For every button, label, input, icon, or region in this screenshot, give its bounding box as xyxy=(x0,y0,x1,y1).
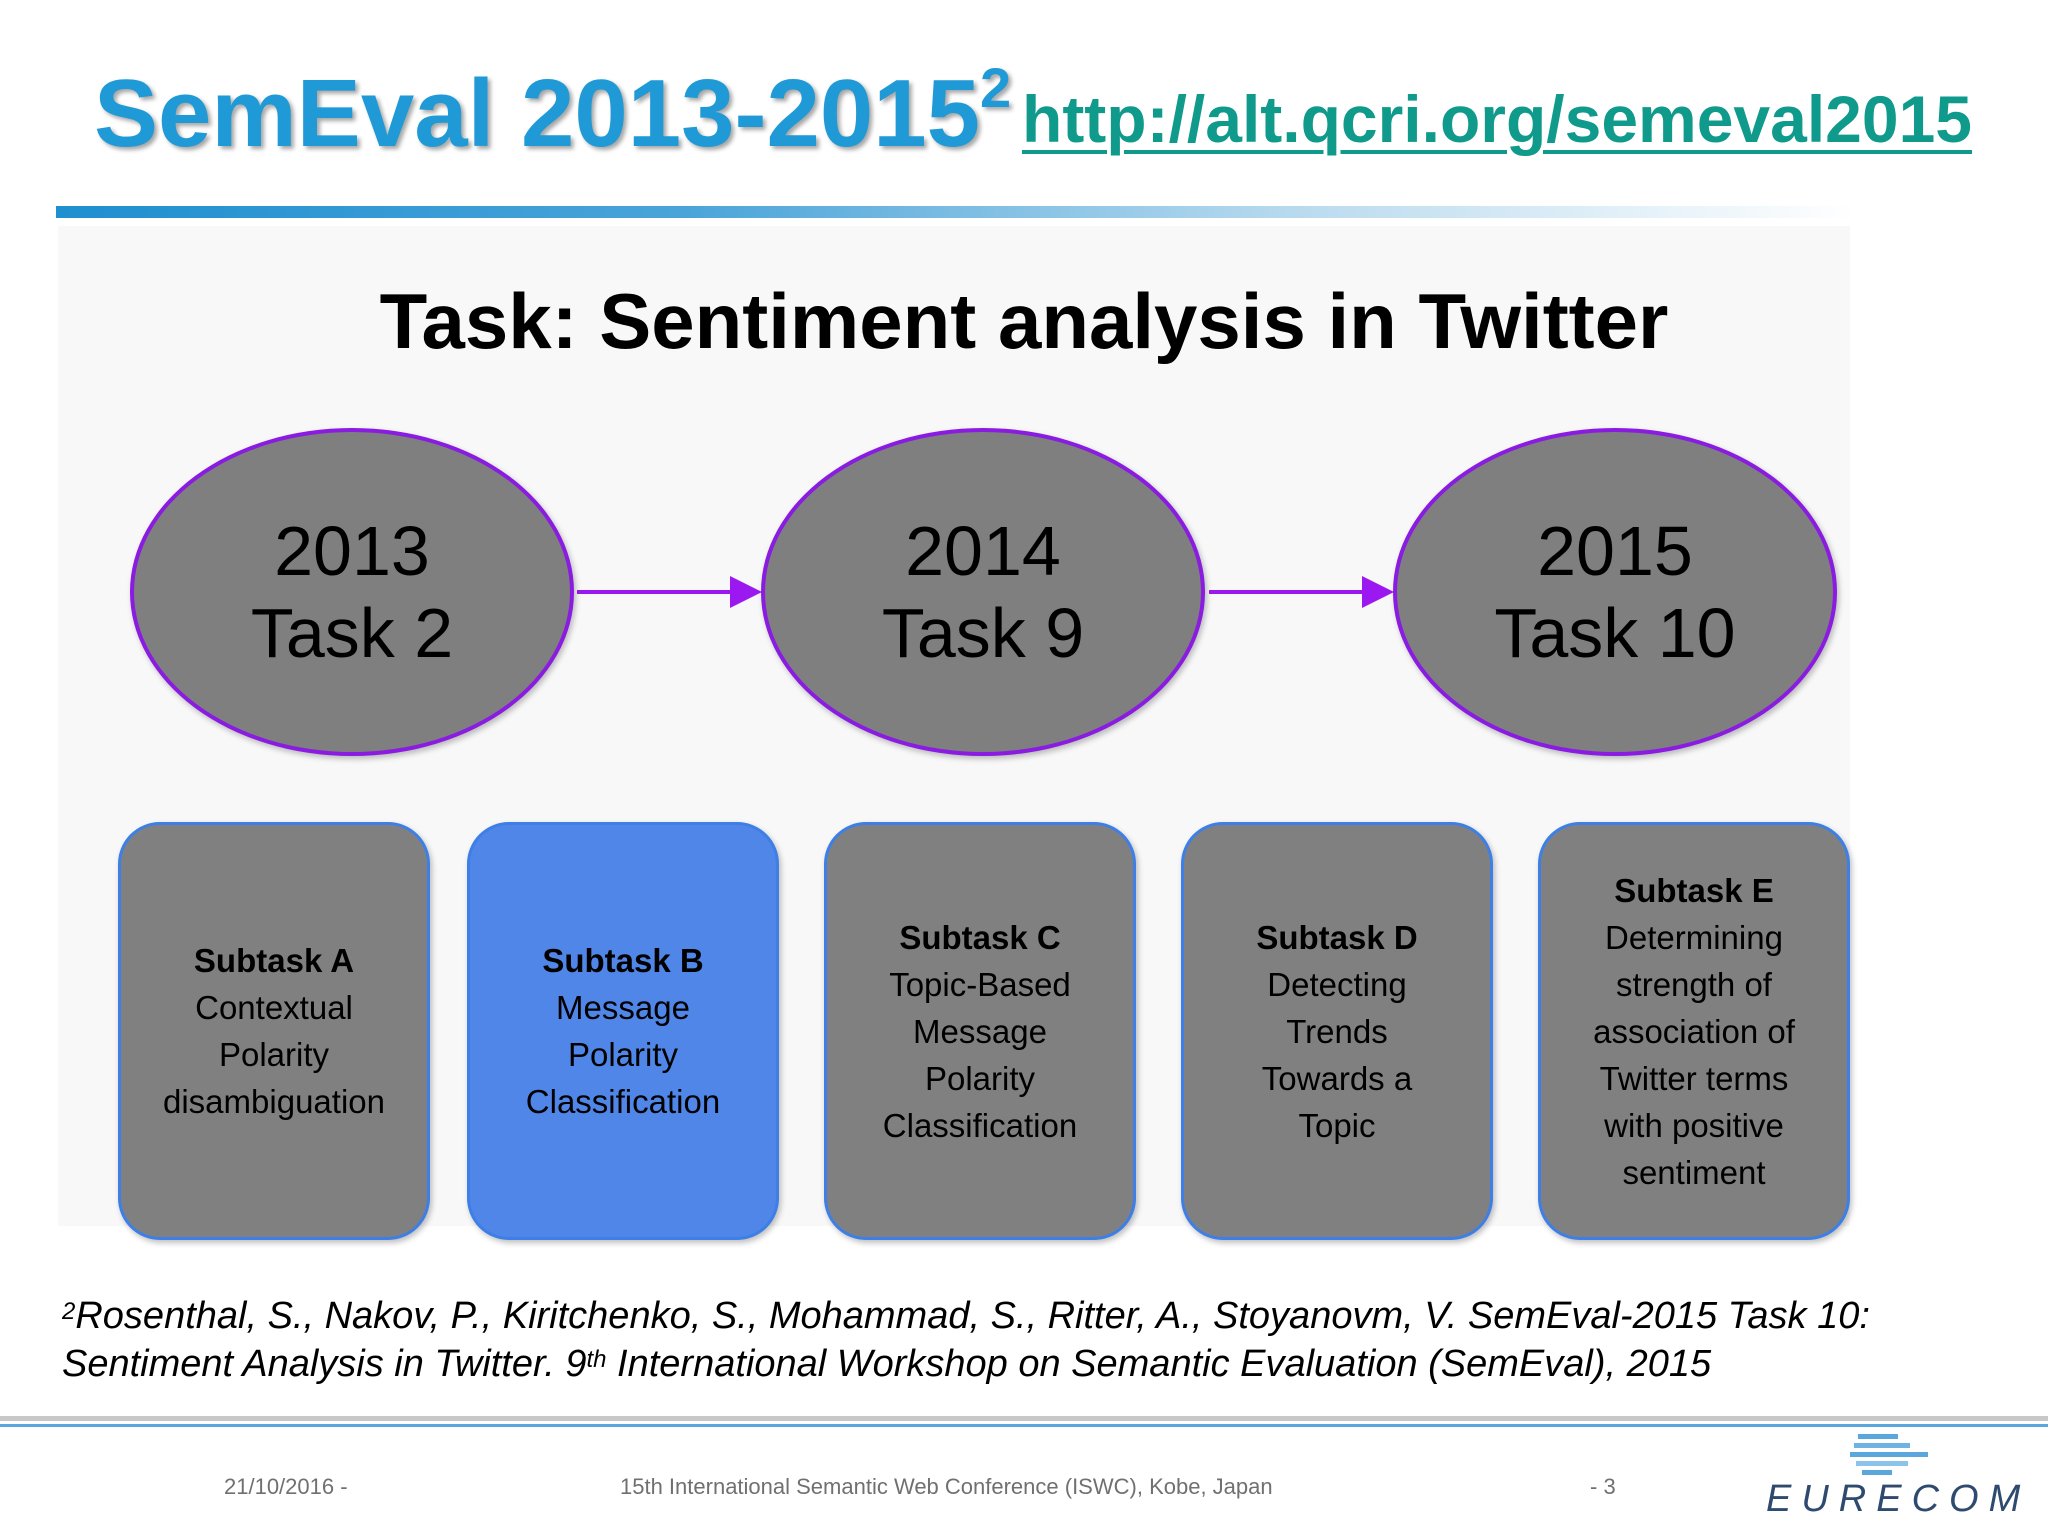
stage-oval-2014: 2014 Task 9 xyxy=(761,428,1205,756)
subtask-line: with positive xyxy=(1604,1106,1784,1144)
subtask-line: Polarity xyxy=(924,1059,1036,1097)
footer-conference: 15th International Semantic Web Conferen… xyxy=(620,1474,1273,1499)
footer-divider xyxy=(0,1416,2048,1421)
subtask-line: Topic xyxy=(1298,1106,1376,1144)
title-underline-rule xyxy=(56,206,1856,218)
subtask-box-a: Subtask A Contextual Polarity disambigua… xyxy=(118,822,430,1240)
subtask-title: Subtask A xyxy=(193,942,355,979)
subtask-line: Classification xyxy=(882,1106,1078,1144)
ordinal-suffix: th xyxy=(586,1346,607,1373)
slide-title: SemEval 2013-20152 xyxy=(94,60,1011,162)
stage-year: 2013 xyxy=(274,512,430,590)
footer-date: 21/10/2016 - xyxy=(224,1474,348,1499)
subtask-line: Contextual xyxy=(195,989,353,1026)
semeval-link[interactable]: http://alt.qcri.org/semeval2015 xyxy=(1022,82,1973,156)
footer-accent-line xyxy=(0,1424,2048,1427)
subtask-line: Message xyxy=(913,1012,1047,1050)
subtask-line: Detecting xyxy=(1267,965,1407,1003)
subtask-title: Subtask B xyxy=(542,942,704,979)
subtask-title: Subtask D xyxy=(1256,918,1418,956)
subtask-line: Determining xyxy=(1605,918,1783,956)
logo-wordmark: EURECOM xyxy=(1766,1478,2031,1520)
subtask-line: Twitter terms xyxy=(1599,1059,1789,1097)
footnote-marker: 2 xyxy=(62,1298,76,1325)
subtask-line: Topic-Based xyxy=(889,965,1071,1003)
citation-footnote: 2Rosenthal, S., Nakov, P., Kiritchenko, … xyxy=(62,1292,2002,1388)
slide-heading: Task: Sentiment analysis in Twitter xyxy=(379,277,1669,365)
subtask-box-c: Subtask C Topic-Based Message Polarity C… xyxy=(824,822,1136,1240)
title-footnote-marker: 2 xyxy=(980,56,1012,119)
stage-task: Task 10 xyxy=(1494,594,1736,672)
subtask-title: Subtask E xyxy=(1614,871,1774,909)
footnote-line-2: Sentiment Analysis in Twitter. 9th Inter… xyxy=(62,1340,2002,1388)
subtask-line: Polarity xyxy=(567,1036,679,1073)
subtask-line: Classification xyxy=(525,1083,721,1120)
stage-task: Task 2 xyxy=(250,594,454,672)
footnote-text: Rosenthal, S., Nakov, P., Kiritchenko, S… xyxy=(75,1295,1870,1337)
footnote-line-1: 2Rosenthal, S., Nakov, P., Kiritchenko, … xyxy=(62,1292,2002,1340)
stage-task: Task 9 xyxy=(881,594,1085,672)
subtask-box-d: Subtask D Detecting Trends Towards a Top… xyxy=(1181,822,1493,1240)
subtask-line: strength of xyxy=(1616,965,1772,1003)
subtask-box-b: Subtask B Message Polarity Classificatio… xyxy=(467,822,779,1240)
subtask-line: Towards a xyxy=(1261,1059,1413,1097)
slide-title-text: SemEval 2013-2015 xyxy=(94,60,981,167)
stage-oval-2015: 2015 Task 10 xyxy=(1393,428,1837,756)
footnote-text: International Workshop on Semantic Evalu… xyxy=(606,1343,1712,1385)
subtask-title: Subtask C xyxy=(899,918,1061,956)
subtask-line: disambiguation xyxy=(163,1083,385,1120)
stage-year: 2015 xyxy=(1537,512,1693,590)
footnote-text: Sentiment Analysis in Twitter. 9 xyxy=(62,1343,587,1385)
subtask-line: Message xyxy=(556,989,690,1026)
subtask-line: Trends xyxy=(1286,1012,1388,1050)
stage-year: 2014 xyxy=(905,512,1061,590)
subtask-line: association of xyxy=(1593,1012,1795,1050)
stage-oval-2013: 2013 Task 2 xyxy=(130,428,574,756)
subtask-line: sentiment xyxy=(1622,1153,1766,1191)
footer-page-number: - 3 xyxy=(1590,1474,1616,1499)
subtask-box-e: Subtask E Determining strength of associ… xyxy=(1538,822,1850,1240)
subtask-line: Polarity xyxy=(218,1036,330,1073)
eurecom-logo-icon xyxy=(1850,1434,1928,1475)
